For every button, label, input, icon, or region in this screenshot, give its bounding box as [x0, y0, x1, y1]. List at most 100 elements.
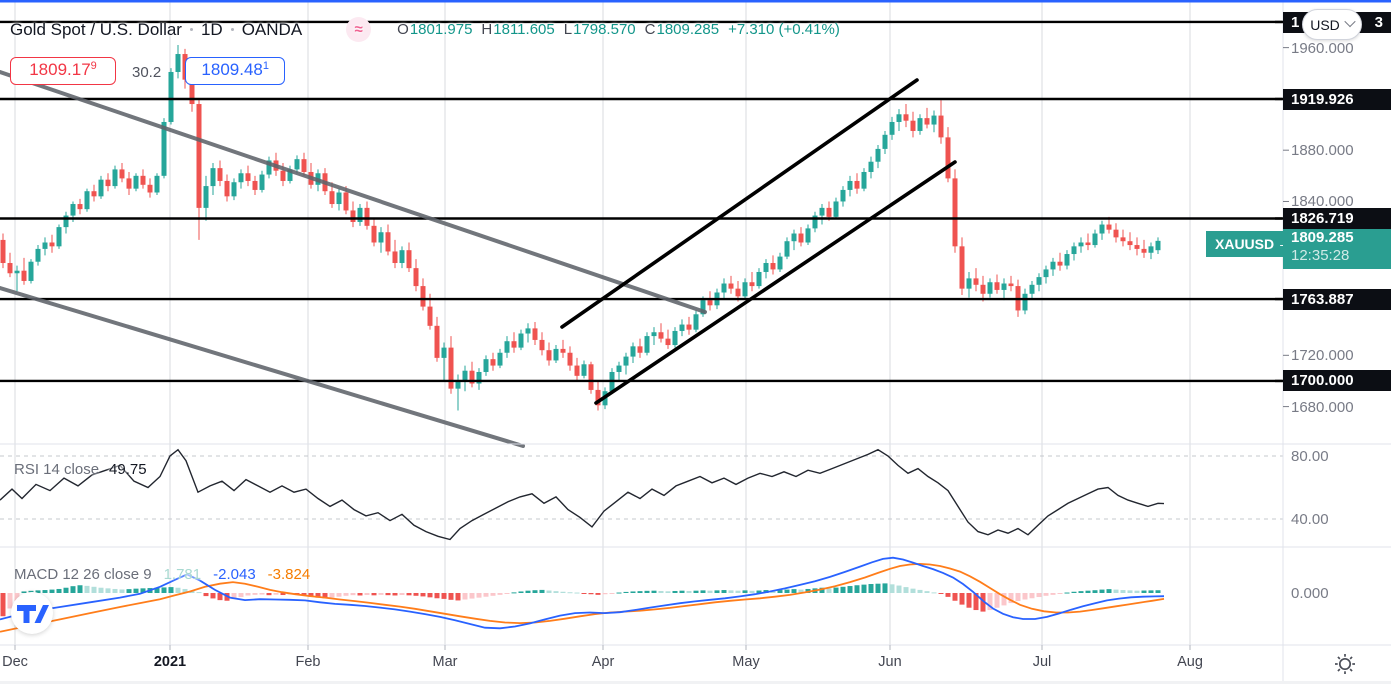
candle-body	[1092, 233, 1098, 246]
price-axis-label[interactable]: 1680.000	[1291, 399, 1354, 416]
candle	[154, 173, 160, 196]
candle-body	[833, 201, 839, 217]
level-price-label[interactable]: 1826.719	[1283, 208, 1391, 229]
chevron-down-icon	[1344, 15, 1356, 28]
candle-body	[1085, 242, 1091, 246]
histogram-bar	[553, 591, 559, 593]
rsi-axis-label[interactable]: 80.00	[1291, 448, 1329, 465]
candle	[665, 329, 671, 349]
candle	[1078, 237, 1084, 253]
exchange-label[interactable]: OANDA	[241, 19, 303, 39]
current-price-axis-label[interactable]: 1809.285 12:35:28	[1283, 227, 1391, 269]
candle-body	[1141, 248, 1147, 253]
candle-body	[777, 256, 783, 270]
candle	[931, 110, 937, 133]
time-axis-month-label[interactable]: Mar	[432, 654, 458, 670]
price-axis-label[interactable]: 1960.000	[1291, 40, 1354, 57]
level-price-label[interactable]: 1763.887	[1283, 289, 1391, 310]
histogram-bar	[427, 593, 433, 598]
macd-legend[interactable]: MACD 12 26 close 9 1.781 -2.043 -3.824	[14, 566, 310, 583]
histogram-bar	[231, 593, 237, 600]
time-axis-month-label[interactable]: Aug	[1177, 654, 1203, 670]
level-price-label[interactable]: 1700.000	[1283, 370, 1391, 391]
candle-body	[70, 204, 76, 216]
rising-channel-upper-trendline[interactable]	[560, 78, 919, 329]
level-price-label[interactable]: 1919.926	[1283, 89, 1391, 110]
candle-body	[735, 288, 741, 297]
candle	[686, 316, 692, 335]
market-sync-icon[interactable]: ≈	[346, 17, 372, 42]
time-axis-month-label[interactable]: Feb	[295, 654, 321, 670]
candle	[896, 109, 902, 131]
candle	[511, 332, 517, 353]
histogram-bar	[7, 593, 13, 609]
candle	[133, 173, 139, 192]
timezone-settings-button[interactable]	[1332, 651, 1358, 682]
candle	[371, 219, 377, 247]
histogram-bar	[875, 583, 881, 593]
candle-body	[294, 159, 300, 170]
candle	[805, 224, 811, 246]
candle-body	[0, 239, 6, 264]
price-axis-label[interactable]: 1880.000	[1291, 142, 1354, 159]
time-axis-month-label[interactable]: May	[732, 654, 760, 670]
gear-spoke	[1337, 656, 1341, 660]
histogram-bar	[63, 587, 69, 593]
candle-body	[861, 171, 867, 189]
price-axis-label[interactable]: 1720.000	[1291, 347, 1354, 364]
histogram-bar	[714, 590, 720, 593]
macd-line-value: -2.043	[213, 566, 256, 583]
candle	[1134, 237, 1140, 256]
rsi-legend[interactable]: RSI 14 close 49.75	[14, 461, 147, 478]
candle	[287, 165, 293, 184]
candle-body	[371, 225, 377, 243]
histogram-bar	[861, 584, 867, 593]
rising-channel-lower-trendline[interactable]	[594, 160, 957, 405]
buy-price-button[interactable]: 1809.48 1	[185, 57, 286, 85]
candle	[833, 197, 839, 220]
histogram-bar	[644, 590, 650, 593]
candle-body	[504, 341, 510, 353]
symbol-price-flag[interactable]: XAUUSD–	[1206, 231, 1288, 257]
candle	[532, 321, 538, 346]
symbol-title[interactable]: Gold Spot / U.S. Dollar	[10, 19, 182, 39]
current-price-value: 1809.285	[1291, 229, 1354, 246]
candle-body	[707, 300, 713, 306]
time-axis-month-label[interactable]: Jul	[1032, 654, 1052, 670]
candle-body	[35, 248, 41, 262]
macd-axis-label[interactable]: 0.000	[1291, 585, 1329, 602]
histogram-bar	[35, 590, 41, 593]
candle-body	[77, 204, 83, 210]
histogram-bar	[0, 593, 6, 617]
falling-channel-upper-trendline[interactable]	[0, 70, 707, 314]
candle-body	[1134, 245, 1140, 249]
sell-price-button[interactable]: 1809.17 9	[10, 57, 116, 85]
time-axis-month-label[interactable]: Jun	[878, 654, 902, 670]
macd-histogram	[0, 583, 1161, 617]
candle	[924, 107, 930, 129]
histogram-bar	[889, 584, 895, 593]
rsi-name: RSI 14 close	[14, 461, 100, 478]
histogram-bar	[826, 588, 832, 593]
interval-label[interactable]: 1D	[200, 19, 223, 39]
falling-channel-lower-trendline[interactable]	[0, 286, 525, 448]
candle-body	[238, 173, 244, 183]
candle-body	[140, 175, 146, 185]
rsi-axis-label[interactable]: 40.00	[1291, 511, 1329, 528]
price-axis-label[interactable]: 1840.000	[1291, 193, 1354, 210]
histogram-bar	[315, 593, 321, 598]
candle	[434, 316, 440, 362]
time-axis-month-label[interactable]: Apr	[591, 654, 615, 670]
histogram-bar	[728, 590, 734, 593]
candle-body	[1148, 246, 1154, 253]
time-axis-month-label[interactable]: Dec	[2, 654, 28, 670]
candle	[630, 342, 636, 364]
tradingview-logo[interactable]	[11, 592, 53, 634]
time-axis-year-label[interactable]: 2021	[153, 654, 187, 670]
candle	[1141, 239, 1147, 258]
candle-body	[644, 336, 650, 353]
currency-dropdown[interactable]: USD	[1302, 9, 1362, 40]
candle-body	[1036, 277, 1042, 285]
histogram-bar	[238, 593, 244, 598]
